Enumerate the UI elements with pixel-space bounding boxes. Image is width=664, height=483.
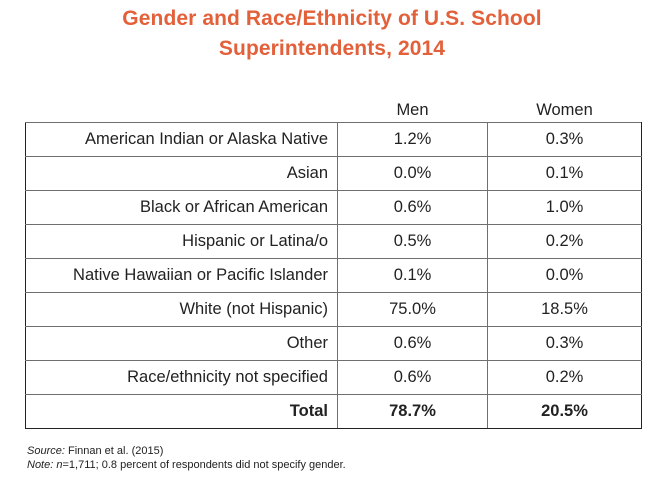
men-value: 0.6% (337, 326, 488, 361)
superintendents-table: Men Women American Indian or Alaska Nati… (25, 88, 642, 429)
table-row: Other 0.6% 0.3% (25, 326, 642, 361)
total-row: Total 78.7% 20.5% (25, 394, 642, 429)
title-line-2: Superintendents, 2014 (218, 37, 446, 60)
table-row: Hispanic or Latina/o 0.5% 0.2% (25, 224, 642, 259)
table-row: Race/ethnicity not specified 0.6% 0.2% (25, 360, 642, 395)
men-value: 0.0% (337, 156, 488, 191)
women-value: 1.0% (487, 190, 642, 225)
row-label: White (not Hispanic) (25, 292, 338, 327)
men-value: 0.6% (337, 190, 488, 225)
header-blank (26, 88, 338, 123)
men-value: 0.1% (337, 258, 488, 293)
row-label: Asian (25, 156, 338, 191)
table-row: American Indian or Alaska Native 1.2% 0.… (25, 122, 642, 157)
note-text: =1,711; 0.8 percent of respondents did n… (62, 459, 346, 471)
table-row: Black or African American 0.6% 1.0% (25, 190, 642, 225)
header-women: Women (536, 101, 593, 119)
row-label: Black or African American (25, 190, 338, 225)
men-value: 0.5% (337, 224, 488, 259)
source-text: Finnan et al. (2015) (64, 445, 164, 457)
table-row: Asian 0.0% 0.1% (25, 156, 642, 191)
header-men: Men (396, 101, 429, 119)
total-women-value: 20.5% (487, 394, 642, 429)
table-header-row: Men Women (26, 88, 642, 123)
row-label: Race/ethnicity not specified (25, 360, 338, 395)
row-label: Other (25, 326, 338, 361)
table-row: Native Hawaiian or Pacific Islander 0.1%… (25, 258, 642, 293)
row-label: Native Hawaiian or Pacific Islander (25, 258, 338, 293)
men-value: 1.2% (337, 122, 488, 157)
table-notes: Source: Finnan et al. (2015) Note: n=1,7… (27, 444, 346, 472)
women-value: 0.3% (487, 122, 642, 157)
women-value: 0.0% (487, 258, 642, 293)
women-value: 0.3% (487, 326, 642, 361)
note-label: Note: (27, 459, 54, 471)
row-label: American Indian or Alaska Native (25, 122, 338, 157)
source-label: Source: (27, 445, 65, 457)
total-label: Total (25, 394, 338, 429)
table-row: White (not Hispanic) 75.0% 18.5% (25, 292, 642, 327)
men-value: 75.0% (337, 292, 488, 327)
page-title: Gender and Race/Ethnicity of U.S. School… (0, 4, 664, 64)
row-label: Hispanic or Latina/o (25, 224, 338, 259)
total-men-value: 78.7% (337, 394, 488, 429)
women-value: 0.2% (487, 360, 642, 395)
women-value: 0.1% (487, 156, 642, 191)
title-line-1: Gender and Race/Ethnicity of U.S. School (122, 7, 542, 30)
women-value: 0.2% (487, 224, 642, 259)
source-line: Source: Finnan et al. (2015) (27, 444, 346, 458)
note-line: Note: n=1,711; 0.8 percent of respondent… (27, 458, 346, 472)
women-value: 18.5% (487, 292, 642, 327)
men-value: 0.6% (337, 360, 488, 395)
note-n: n (56, 459, 63, 471)
